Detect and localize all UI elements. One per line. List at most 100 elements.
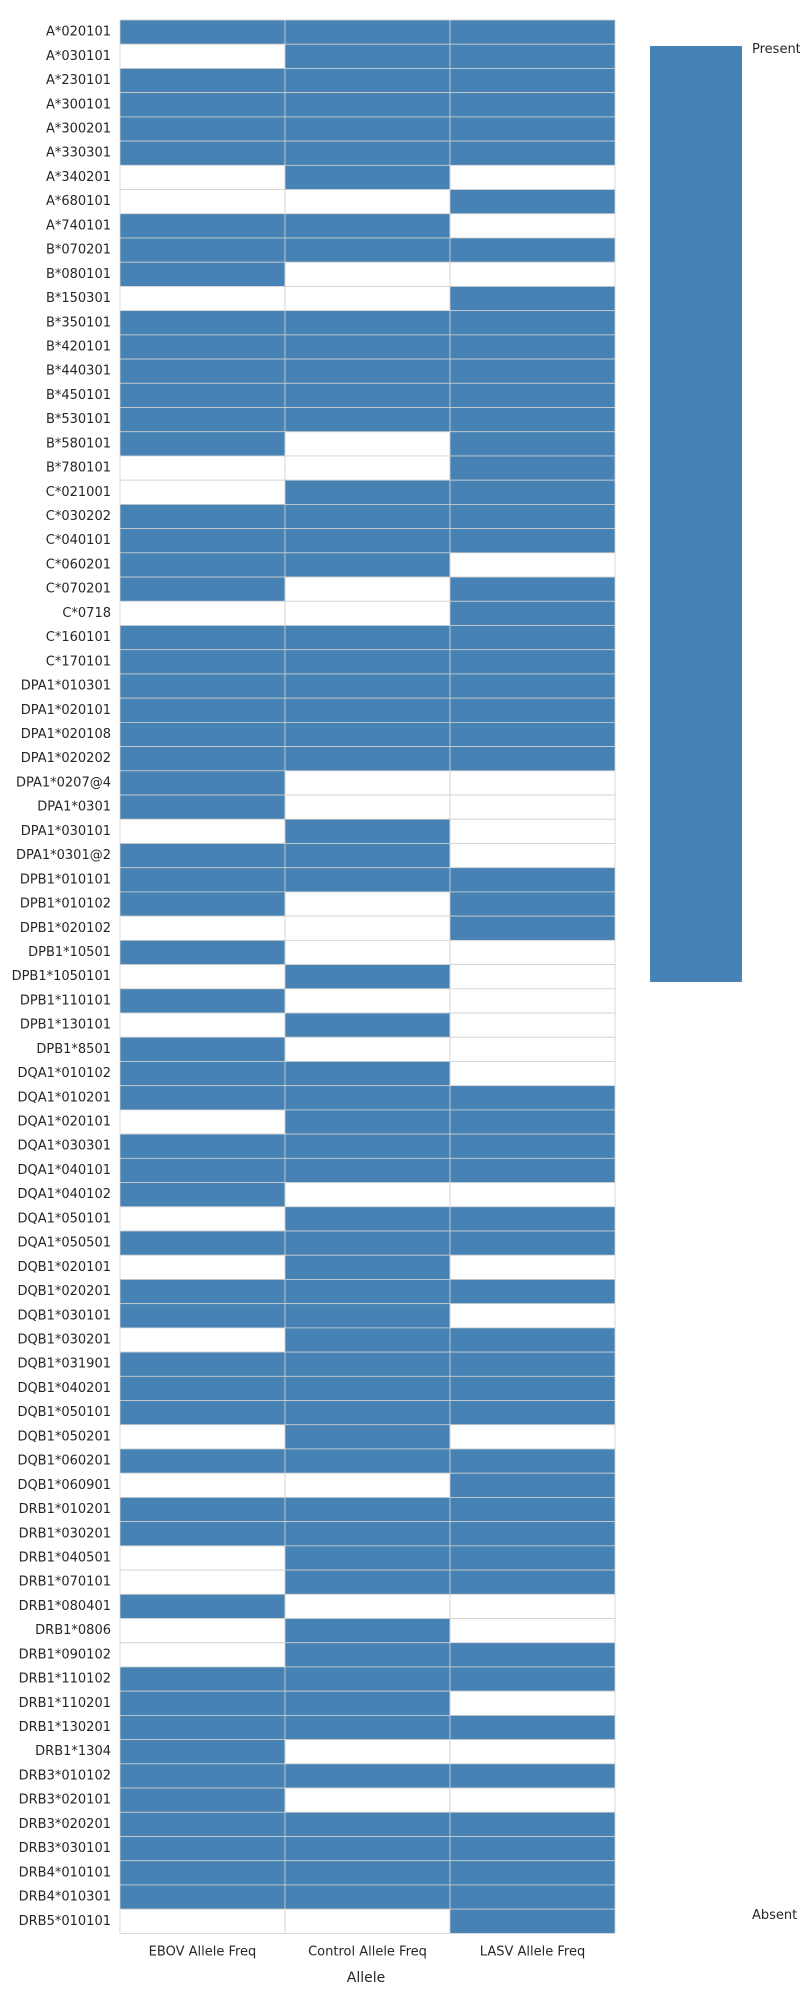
y-tick-label: DRB1*110102	[19, 1672, 111, 1687]
heatmap-cell	[449, 1715, 616, 1741]
y-tick-label: C*070201	[46, 582, 111, 597]
heatmap-cell	[449, 310, 616, 336]
heatmap-cell	[449, 1254, 616, 1280]
heatmap-cell	[284, 189, 451, 215]
heatmap-cell	[119, 1569, 286, 1595]
heatmap-cell	[449, 1303, 616, 1329]
heatmap-cell	[449, 189, 616, 215]
heatmap-cell	[449, 358, 616, 384]
heatmap-cell	[449, 455, 616, 481]
heatmap-cell	[449, 43, 616, 69]
heatmap-cell	[119, 1036, 286, 1062]
heatmap-cell	[284, 503, 451, 530]
heatmap-cell	[119, 1787, 286, 1813]
y-tick-label: DPB1*130101	[20, 1018, 111, 1033]
heatmap-cell	[284, 697, 451, 723]
heatmap-cell	[449, 1230, 616, 1256]
y-tick-label: DRB1*040501	[19, 1550, 111, 1565]
heatmap-cell	[119, 1085, 286, 1111]
y-tick-label: DQB1*020101	[17, 1260, 111, 1275]
heatmap-cell	[119, 867, 286, 893]
heatmap-cell	[284, 1012, 451, 1038]
heatmap-cell	[449, 1593, 616, 1619]
y-tick-label: C*170101	[46, 654, 111, 669]
y-tick-label: B*780101	[46, 461, 111, 476]
heatmap-cell	[449, 213, 616, 239]
y-tick-label: B*440301	[46, 364, 111, 379]
heatmap-cell	[284, 140, 451, 166]
heatmap-cell	[284, 1279, 451, 1305]
heatmap-cell	[284, 915, 451, 941]
heatmap-cell	[119, 1230, 286, 1256]
heatmap-cell	[119, 310, 286, 336]
y-tick-label: A*330301	[46, 146, 111, 161]
heatmap-cell	[119, 286, 286, 312]
heatmap-cell	[449, 382, 616, 408]
heatmap-cell	[284, 939, 451, 965]
heatmap-cell	[119, 1908, 286, 1934]
heatmap-cell	[284, 407, 451, 433]
heatmap-cell	[449, 1133, 616, 1159]
heatmap-cell	[119, 625, 286, 651]
y-tick-labels: A*020101 A*030101 A*230101 A*300101 A*300201…	[12, 25, 111, 1929]
y-tick-label: DPA1*020202	[21, 751, 111, 766]
heatmap-cell	[119, 1811, 286, 1837]
y-tick-label: B*580101	[46, 436, 111, 451]
heatmap-cell	[449, 649, 616, 675]
heatmap-cell	[284, 528, 451, 554]
heatmap-cell	[449, 625, 616, 651]
heatmap-cell	[449, 1690, 616, 1716]
heatmap-cell	[449, 1472, 616, 1498]
heatmap-cell	[119, 1545, 286, 1571]
heatmap-cell	[284, 1545, 451, 1571]
heatmap-cell	[449, 697, 616, 723]
heatmap-cell	[284, 1763, 451, 1789]
heatmap-cell	[449, 1061, 616, 1087]
y-tick-label: C*060201	[46, 557, 111, 572]
heatmap-cell	[284, 746, 451, 772]
y-tick-label: DPB1*8501	[36, 1042, 111, 1057]
y-tick-label: DRB4*010301	[19, 1890, 111, 1905]
heatmap-cell	[119, 1279, 286, 1305]
y-tick-label: DQB1*030201	[17, 1332, 111, 1347]
heatmap-cell	[284, 479, 451, 505]
heatmap-cell	[284, 1787, 451, 1813]
heatmap-cell	[284, 649, 451, 675]
heatmap-cell	[449, 1182, 616, 1208]
heatmap-cell	[284, 867, 451, 893]
heatmap-cell	[119, 92, 286, 118]
y-tick-label: DPA1*020101	[21, 703, 111, 718]
heatmap-cell	[284, 1690, 451, 1716]
heatmap-cell	[449, 1327, 616, 1353]
heatmap-cell	[284, 770, 451, 796]
heatmap-cell	[449, 1545, 616, 1571]
heatmap-cell	[449, 1351, 616, 1377]
y-tick-label: DQA1*040101	[17, 1163, 111, 1178]
legend-colorbar	[650, 46, 742, 982]
heatmap-cell	[449, 1521, 616, 1547]
heatmap-cell	[449, 1448, 616, 1474]
y-tick-label: DQA1*040102	[17, 1187, 111, 1202]
heatmap-cell	[119, 576, 286, 602]
heatmap-cell	[449, 164, 616, 190]
heatmap-cell	[284, 1860, 451, 1886]
heatmap-cell	[284, 261, 451, 287]
y-tick-label: DPA1*0301	[37, 800, 111, 815]
heatmap-cell	[119, 649, 286, 675]
y-tick-label: DRB1*030201	[19, 1526, 111, 1541]
heatmap-cell	[449, 552, 616, 578]
heatmap-cell	[284, 334, 451, 360]
heatmap-cell	[119, 19, 286, 45]
heatmap-cell	[119, 552, 286, 578]
heatmap-cell	[449, 1569, 616, 1595]
y-tick-label: DQA1*050101	[17, 1211, 111, 1226]
heatmap-cell	[119, 140, 286, 166]
heatmap-cell	[119, 988, 286, 1014]
heatmap-cell	[449, 1157, 616, 1183]
heatmap-cell	[119, 1690, 286, 1716]
heatmap-cell	[284, 1448, 451, 1474]
heatmap-cell	[119, 1618, 286, 1644]
heatmap-cell	[449, 673, 616, 699]
heatmap-cell	[284, 455, 451, 481]
heatmap-cell	[119, 697, 286, 723]
